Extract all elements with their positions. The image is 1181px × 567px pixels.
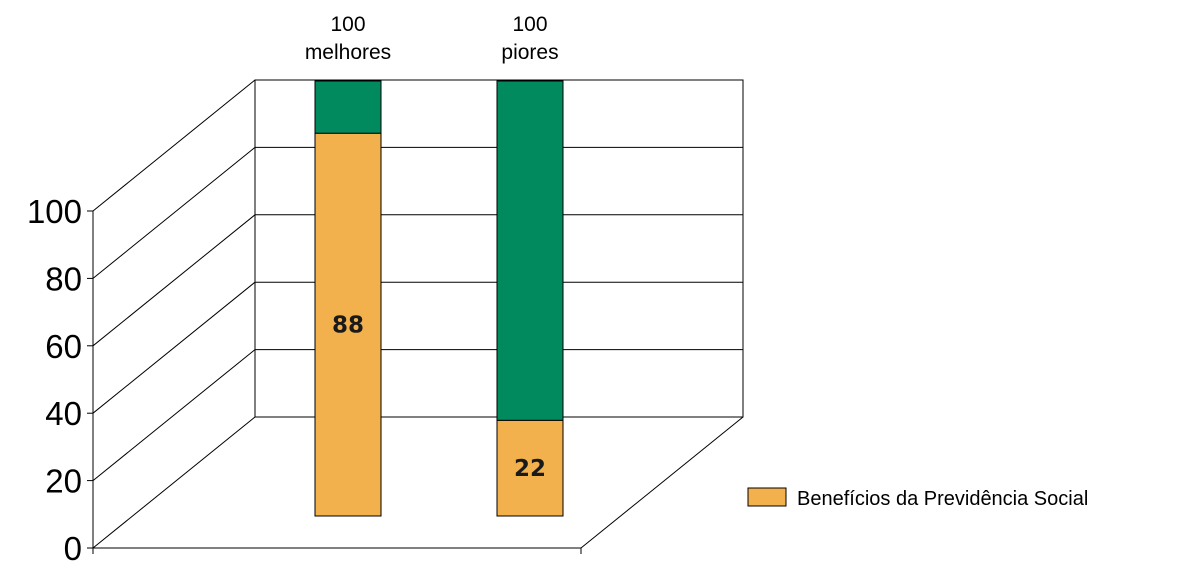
category-labels: 100 melhores 100 piores (305, 13, 559, 64)
chart-walls (87, 79, 744, 554)
category-label: 100 (512, 13, 547, 36)
y-axis-ticks: 0 20 40 60 80 100 (27, 193, 82, 567)
ytick-label: 20 (45, 463, 82, 500)
ytick-label: 80 (45, 260, 82, 297)
ytick-label: 40 (45, 395, 82, 432)
bar-segment (314, 80, 382, 134)
floor-right-edge (580, 416, 744, 549)
bars-group: 88 22 (314, 80, 564, 517)
legend: Benefícios da Previdência Social (747, 487, 1088, 510)
category-label: melhores (305, 41, 391, 64)
bar-segment (496, 419, 564, 517)
ytick-label: 60 (45, 328, 82, 365)
legend-label: Benefícios da Previdência Social (797, 488, 1088, 510)
ytick-label: 0 (64, 530, 82, 567)
category-label: piores (501, 41, 558, 64)
bar-segment (496, 80, 564, 421)
gridline-side (92, 349, 256, 481)
gridline-side (92, 214, 256, 347)
legend-swatch (747, 487, 787, 507)
data-label: 22 (514, 456, 546, 482)
gridline-side (92, 79, 256, 212)
gridline-side (92, 416, 256, 549)
gridline-side (92, 147, 256, 279)
data-label: 88 (332, 313, 364, 339)
bar-segment (314, 132, 382, 517)
category-label: 100 (330, 13, 365, 36)
ytick-label: 100 (27, 193, 82, 230)
gridline-side (92, 281, 256, 414)
